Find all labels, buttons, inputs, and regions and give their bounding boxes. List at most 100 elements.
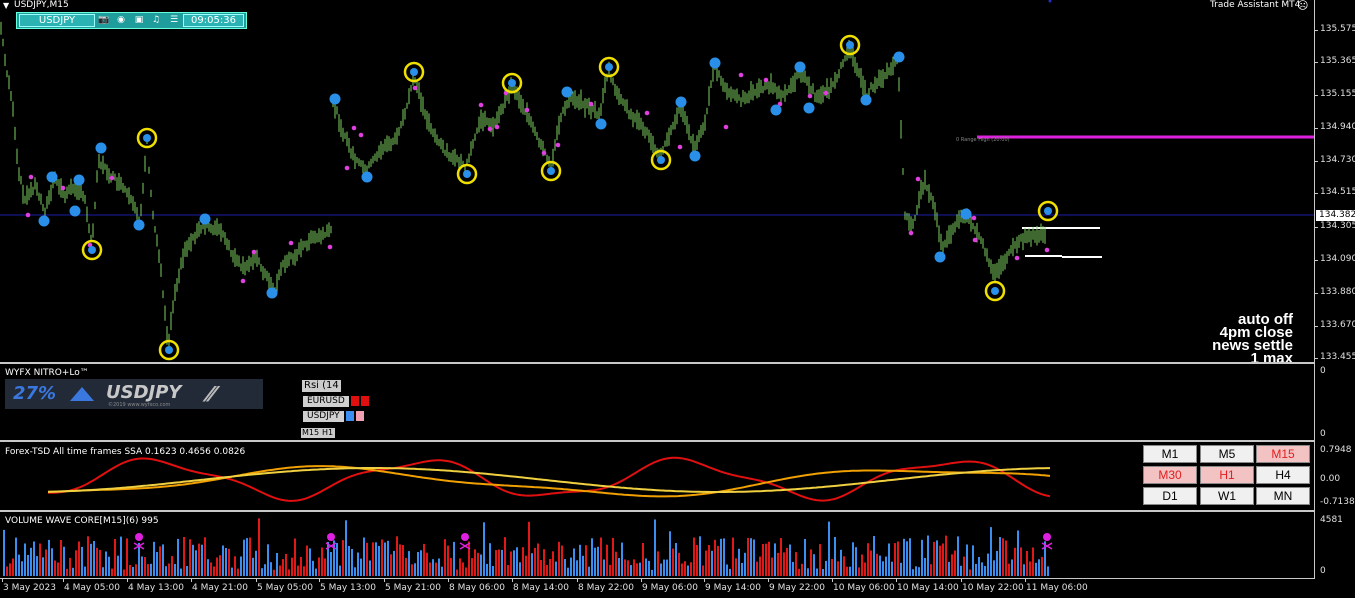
volume-bar	[369, 560, 371, 576]
menu-icon[interactable]: ☰	[169, 15, 179, 25]
time-axis-tick	[896, 578, 897, 582]
volume-bar	[36, 556, 38, 576]
time-axis-tick	[832, 578, 833, 582]
signal-small-dot	[351, 125, 357, 131]
bell-icon[interactable]: ♫	[151, 15, 161, 25]
volume-bar	[864, 562, 866, 576]
volume-axis-top: 4581	[1320, 515, 1343, 525]
tf-tag-h1[interactable]: H1	[320, 428, 336, 438]
volume-bar	[582, 555, 584, 576]
pair-label: USDJPY	[303, 411, 344, 422]
tf-tag-m15[interactable]: M15	[301, 428, 321, 438]
tf-button-m5[interactable]: M5	[1200, 445, 1254, 463]
volume-bar	[327, 541, 329, 576]
time-axis-tick	[127, 578, 128, 582]
tf-button-m1[interactable]: M1	[1143, 445, 1197, 463]
tf-button-d1[interactable]: D1	[1143, 487, 1197, 505]
volume-bar	[381, 539, 383, 576]
volume-bar	[675, 543, 677, 576]
volume-bar	[306, 545, 308, 576]
volume-bar	[606, 544, 608, 576]
volume-bar	[78, 541, 80, 576]
volume-bar	[903, 538, 905, 576]
volume-bar	[111, 568, 113, 576]
volume-bar	[159, 546, 161, 576]
tf-button-mn[interactable]: MN	[1256, 487, 1310, 505]
chart-menu-arrow-icon[interactable]: ▼	[3, 1, 10, 10]
note-auto-off: auto off	[1238, 311, 1293, 328]
eye-icon[interactable]: ◉	[117, 15, 125, 25]
signal-small-dot	[723, 124, 729, 130]
volume-bar	[267, 544, 269, 576]
volume-bar	[900, 562, 902, 576]
volume-bar	[1023, 564, 1025, 576]
volume-bar	[507, 565, 509, 576]
volume-bar	[609, 564, 611, 576]
price-axis-label: 135.155	[1320, 89, 1355, 99]
signal-small-dot	[478, 102, 484, 108]
skull-crossbone	[459, 542, 471, 550]
pivot-ring-icon	[456, 163, 478, 185]
volume-bar	[240, 556, 242, 576]
pivot-center-dot	[88, 246, 96, 254]
volume-bar	[561, 545, 563, 576]
tf-button-h1[interactable]: H1	[1200, 466, 1254, 484]
toolbar-symbol[interactable]: USDJPY	[19, 14, 95, 27]
separator-1	[0, 362, 1314, 364]
calendar-icon[interactable]: ▣	[134, 15, 144, 25]
signal-small-dot	[344, 165, 350, 171]
volume-bar	[135, 564, 137, 576]
volume-bar	[885, 556, 887, 576]
camera-icon[interactable]: 📷	[98, 15, 110, 25]
volume-bar	[276, 553, 278, 576]
volume-bar	[861, 554, 863, 576]
volume-bar	[141, 556, 143, 576]
volume-bar	[555, 561, 557, 576]
volume-bar	[876, 553, 878, 576]
volume-bar	[1011, 559, 1013, 576]
price-axis-label: 133.880	[1320, 287, 1355, 297]
volume-bar	[150, 563, 152, 576]
time-axis-tick	[448, 578, 449, 582]
tf-button-w1[interactable]: W1	[1200, 487, 1254, 505]
volume-axis-bottom: 0	[1320, 566, 1326, 576]
volume-bar	[714, 539, 716, 576]
volume-bar	[375, 542, 377, 576]
volume-bar	[348, 546, 350, 576]
volume-bar	[849, 566, 851, 576]
volume-bar	[168, 563, 170, 576]
pair-strength-box	[355, 411, 364, 421]
volume-bar	[687, 565, 689, 576]
time-axis-label: 3 May 2023	[3, 583, 56, 593]
tf-button-h4[interactable]: H4	[1256, 466, 1310, 484]
volume-bar	[270, 562, 272, 576]
volume-bar	[108, 556, 110, 576]
volume-bar	[693, 537, 695, 576]
volume-bar	[303, 566, 305, 576]
pivot-ring-icon	[81, 239, 103, 261]
pivot-center-dot	[846, 41, 854, 49]
volume-bar	[243, 539, 245, 576]
tf-button-m30[interactable]: M30	[1143, 466, 1197, 484]
volume-bar	[837, 561, 839, 576]
volume-bar	[804, 539, 806, 576]
volume-bar	[246, 538, 248, 576]
volume-bar	[456, 569, 458, 576]
volume-canvas	[3, 518, 1053, 576]
signal-blue-dot	[133, 219, 145, 231]
volume-bar	[915, 566, 917, 576]
price-axis-label: 134.940	[1320, 122, 1355, 132]
volume-bar	[657, 551, 659, 576]
volume-bar	[624, 559, 626, 576]
volume-bar	[669, 531, 671, 576]
volume-bar	[339, 565, 341, 576]
signal-small-dot	[109, 175, 115, 181]
volume-bar	[411, 564, 413, 576]
pivot-center-dot	[143, 134, 151, 142]
note-1-max: 1 max	[1250, 352, 1293, 362]
skull-marker-icon	[327, 533, 335, 541]
tf-button-m15[interactable]: M15	[1256, 445, 1310, 463]
volume-bar	[387, 540, 389, 576]
volume-bar	[225, 548, 227, 576]
main-price-chart[interactable]	[0, 0, 1314, 362]
